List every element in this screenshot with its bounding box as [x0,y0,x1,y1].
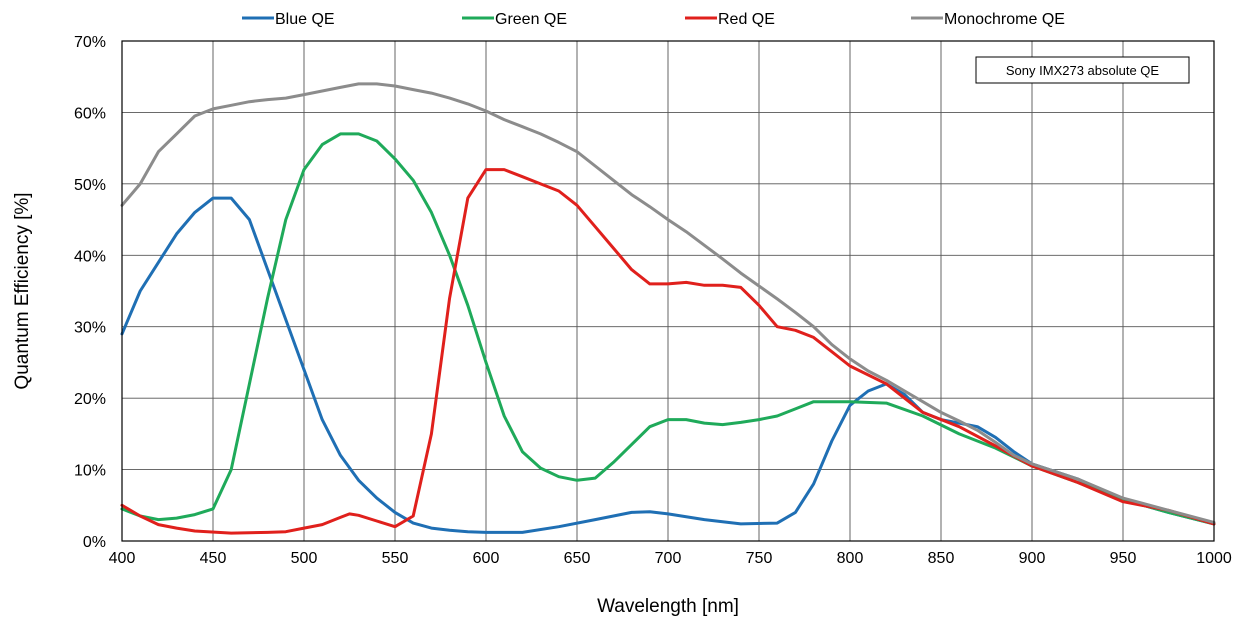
y-tick-label: 60% [74,105,106,122]
annotation-frame [975,56,1190,84]
series-line-blue-qe [120,196,1216,534]
legend-item: Green QE [462,11,567,28]
x-tick-label: 950 [1110,550,1137,567]
legend-label: Red QE [718,11,775,28]
legend: Blue QE Green QE Red QE Monochrome QE [242,11,1065,28]
y-tick-label: 40% [74,248,106,265]
grid [121,40,1215,542]
y-axis-title: Quantum Efficiency [%] [12,192,33,389]
y-tick-label: 30% [74,320,106,337]
legend-item: Blue QE [242,11,335,28]
series-line-monochrome-qe [120,82,1216,524]
y-tick-label: 20% [74,391,106,408]
x-tick-label: 750 [746,550,773,567]
series-line-red-qe [120,168,1216,535]
annotation-text: Sony IMX273 absolute QE [1006,63,1160,78]
y-tick-label: 0% [83,534,106,551]
legend-label: Monochrome QE [944,11,1065,28]
y-tick-label: 70% [74,34,106,51]
plot-frame [121,40,1215,542]
y-axis-ticks: 0% 10% 20% 30% 40% 50% 60% 70% [74,34,106,551]
legend-item: Red QE [685,11,775,28]
y-tick-label: 50% [74,177,106,194]
series-line-green-qe [120,132,1216,526]
series-layer [120,82,1216,535]
legend-item: Monochrome QE [911,11,1065,28]
x-tick-label: 550 [382,550,409,567]
x-tick-label: 600 [473,550,500,567]
annotation-box: Sony IMX273 absolute QE [975,56,1190,84]
x-tick-label: 800 [837,550,864,567]
y-tick-label: 10% [74,463,106,480]
x-tick-label: 700 [655,550,682,567]
x-tick-label: 650 [564,550,591,567]
x-tick-label: 850 [928,550,955,567]
legend-label: Green QE [495,11,567,28]
x-tick-label: 500 [291,550,318,567]
x-tick-label: 400 [109,550,136,567]
x-tick-label: 1000 [1196,550,1232,567]
x-tick-label: 450 [200,550,227,567]
x-tick-label: 900 [1019,550,1046,567]
legend-label: Blue QE [275,11,335,28]
x-axis-title: Wavelength [nm] [597,596,739,617]
x-axis-ticks: 400 450 500 550 600 650 700 750 800 850 900 950 1000 [109,550,1232,567]
